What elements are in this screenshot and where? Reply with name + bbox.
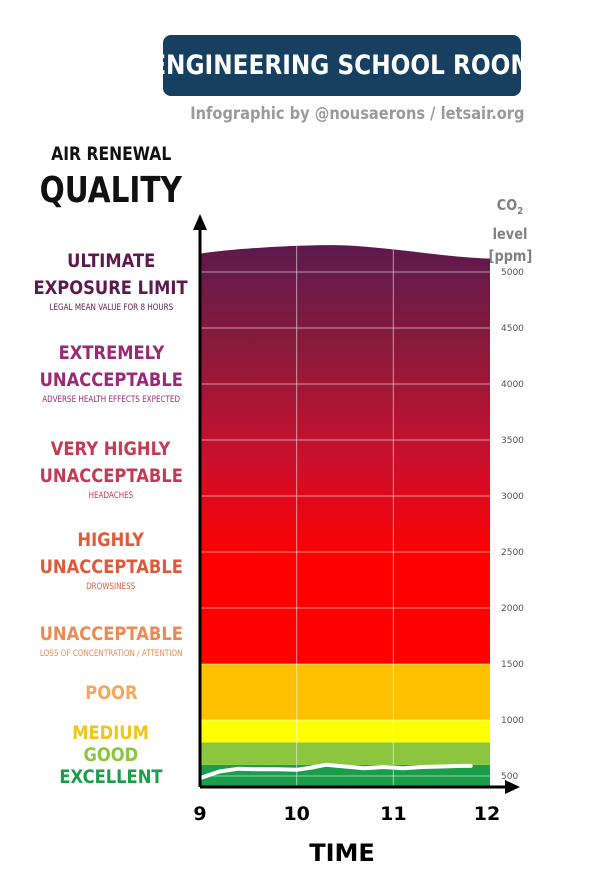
x-axis-arrow-icon: [505, 780, 520, 794]
category-note-text: LOSS OF CONCENTRATION / ATTENTION: [39, 649, 183, 659]
x-tick-label: 9: [193, 803, 206, 825]
category-label-line: UNACCEPTABLE: [0, 554, 222, 581]
category-note: LOSS OF CONCENTRATION / ATTENTION: [0, 648, 222, 660]
band-1: [200, 742, 490, 765]
category-label-line: EXCELLENT: [0, 764, 222, 791]
y-tick-label: 3000: [501, 492, 524, 502]
band-2: [200, 720, 490, 743]
y-tick-label: 5000: [501, 268, 524, 278]
category-label-text: EXCELLENT: [59, 766, 163, 788]
category-label-line: EXPOSURE LIMIT: [0, 275, 222, 302]
y-tick-label: 1500: [501, 660, 524, 670]
category-label-text: EXPOSURE LIMIT: [33, 277, 189, 299]
category-0: ULTIMATE EXPOSURE LIMIT LEGAL MEAN VALUE F…: [0, 248, 222, 314]
category-4: UNACCEPTABLE LOSS OF CONCENTRATION / ATTE…: [0, 621, 222, 660]
quality-text: QUALITY: [39, 170, 183, 211]
category-label-text: POOR: [84, 682, 138, 704]
category-label-line: EXTREMELY: [0, 340, 222, 367]
category-label-text: UNACCEPTABLE: [39, 369, 183, 391]
co2-subscript: 2: [517, 206, 524, 217]
title-banner: ENGINEERING SCHOOL ROOM: [150, 35, 534, 96]
category-note-text: ADVERSE HEALTH EFFECTS EXPECTED: [42, 395, 180, 405]
series-line-0: [198, 762, 473, 781]
category-label-text: EXTREMELY: [58, 342, 164, 364]
category-note: DROWSINESS: [0, 581, 222, 593]
air-renewal-heading: AIR RENEWAL: [0, 143, 222, 165]
y-tick-label: 1000: [501, 716, 524, 726]
category-note-text: LEGAL MEAN VALUE FOR 8 HOURS: [49, 303, 173, 313]
air-renewal-text: AIR RENEWAL: [50, 143, 172, 165]
y-tick-label: 2500: [501, 548, 524, 558]
page-title: ENGINEERING SCHOOL ROOM: [150, 50, 534, 81]
x-tick-label: 12: [474, 803, 500, 825]
category-8: EXCELLENT: [0, 764, 222, 791]
y-axis-arrow-icon: [193, 214, 207, 230]
co2-axis-heading: CO2 level [ppm]: [478, 194, 542, 267]
category-2: VERY HIGHLY UNACCEPTABLE HEADACHES: [0, 436, 222, 502]
category-label-text: VERY HIGHLY: [51, 438, 171, 460]
band-unacceptable-gradient: [200, 245, 490, 664]
category-label-text: ULTIMATE: [66, 250, 156, 272]
category-label-line: UNACCEPTABLE: [0, 367, 222, 394]
category-label-line: VERY HIGHLY: [0, 436, 222, 463]
category-1: EXTREMELY UNACCEPTABLE ADVERSE HEALTH EFFE…: [0, 340, 222, 406]
category-6: MEDIUM: [0, 720, 222, 747]
x-tick-label: 11: [380, 803, 406, 825]
category-7: GOOD: [0, 742, 222, 769]
y-tick-label: 4000: [501, 380, 524, 390]
x-tick-label: 10: [283, 803, 309, 825]
category-label-line: UNACCEPTABLE: [0, 463, 222, 490]
category-label-text: UNACCEPTABLE: [39, 556, 183, 578]
y-tick-label: 2000: [501, 604, 524, 614]
category-label-text: MEDIUM: [72, 722, 150, 744]
category-3: HIGHLY UNACCEPTABLE DROWSINESS: [0, 527, 222, 593]
subtitle: Infographic by @nousaerons / letsair.org: [163, 104, 525, 124]
band-3: [200, 664, 490, 720]
category-label-text: UNACCEPTABLE: [39, 465, 183, 487]
co2-prefix: CO: [496, 196, 518, 214]
category-label-line: UNACCEPTABLE: [0, 621, 222, 648]
category-label-line: ULTIMATE: [0, 248, 222, 275]
quality-heading: QUALITY: [0, 170, 222, 211]
y-tick-label: 3500: [501, 436, 524, 446]
category-note: ADVERSE HEALTH EFFECTS EXPECTED: [0, 394, 222, 406]
co2-suffix: level: [492, 225, 528, 243]
x-axis-title: TIME: [309, 839, 375, 867]
category-note-text: DROWSINESS: [86, 582, 136, 592]
category-note: LEGAL MEAN VALUE FOR 8 HOURS: [0, 302, 222, 314]
category-label-text: HIGHLY: [77, 529, 145, 551]
category-label-text: GOOD: [83, 744, 139, 766]
subtitle-text: Infographic by @nousaerons / letsair.org: [190, 104, 525, 124]
category-label-line: POOR: [0, 680, 222, 707]
category-note: HEADACHES: [0, 490, 222, 502]
category-label-line: MEDIUM: [0, 720, 222, 747]
y-tick-label: 4500: [501, 324, 524, 334]
co2-unit: [ppm]: [488, 247, 532, 265]
y-tick-label: 500: [501, 772, 518, 782]
category-label-line: GOOD: [0, 742, 222, 769]
category-note-text: HEADACHES: [88, 491, 134, 501]
category-label-line: HIGHLY: [0, 527, 222, 554]
category-5: POOR: [0, 680, 222, 707]
category-label-text: UNACCEPTABLE: [39, 623, 183, 645]
